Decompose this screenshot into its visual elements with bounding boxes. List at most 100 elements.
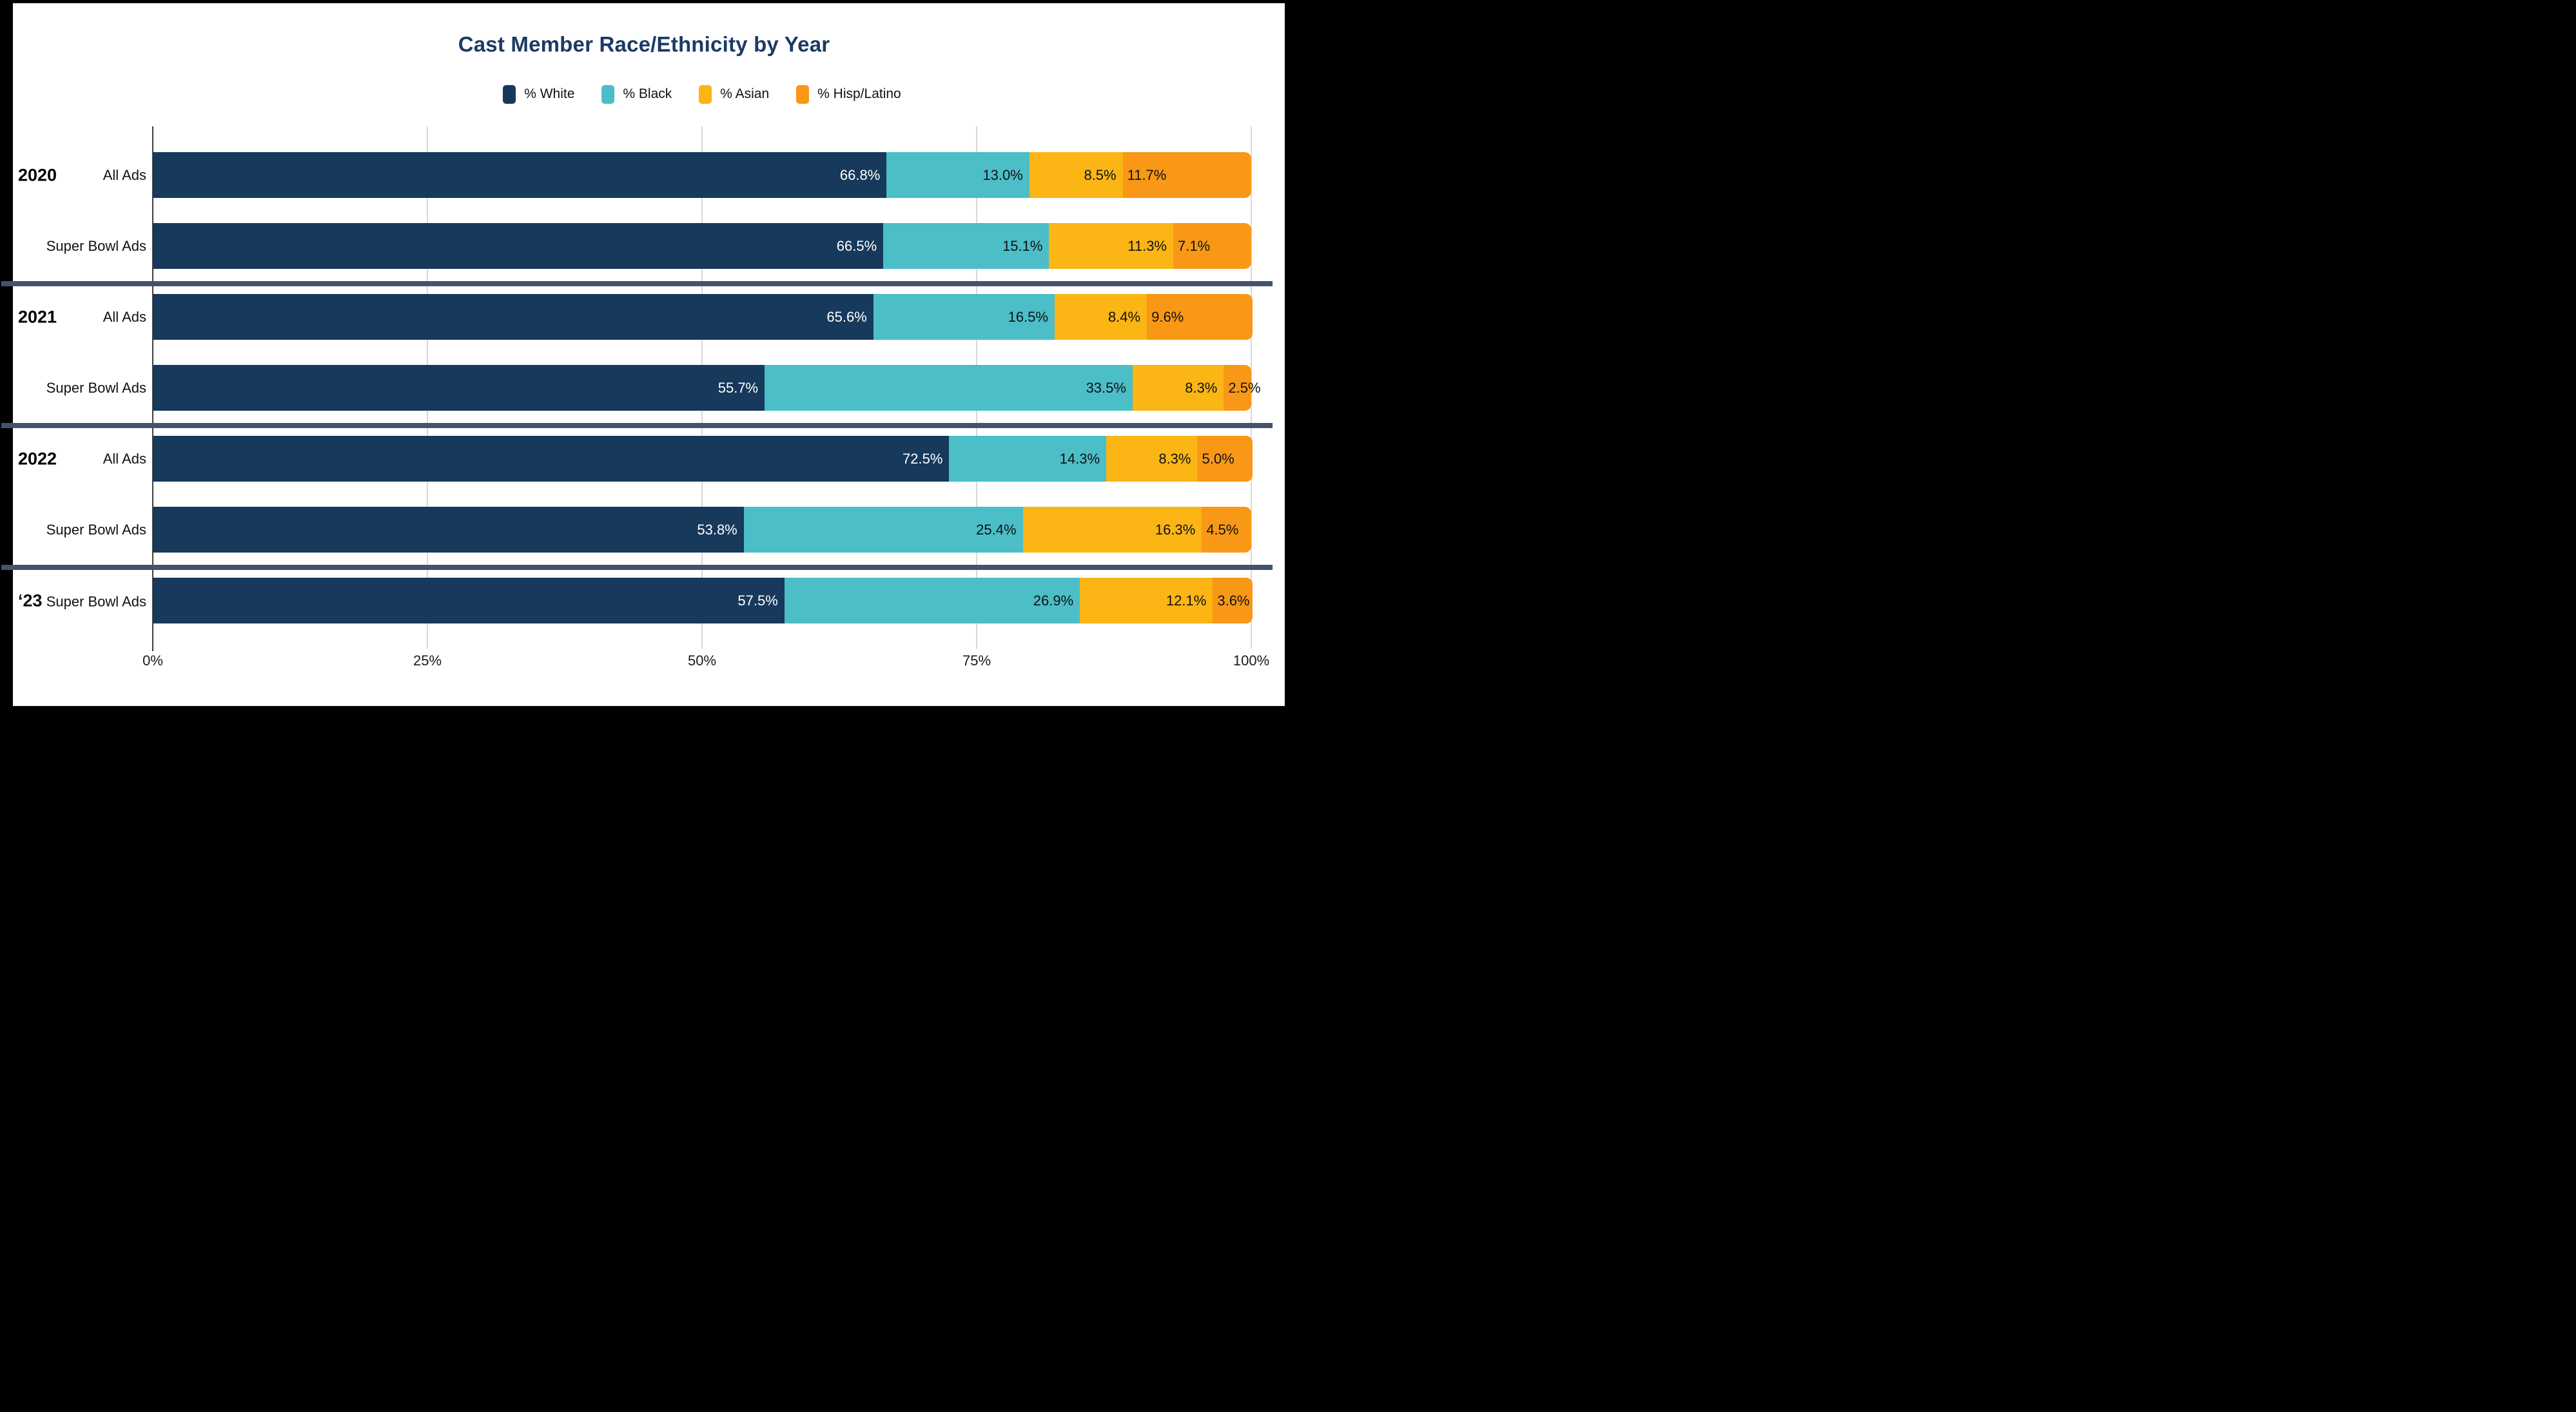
category-label: ‘23 Super Bowl Ads	[13, 591, 146, 611]
value-label: 8.5%	[1084, 166, 1117, 183]
bar-segment-asian: 8.5%	[1029, 152, 1123, 198]
bar-segment-hisp-latino: 3.6%	[1213, 578, 1253, 623]
value-label: 8.3%	[1158, 450, 1191, 467]
value-label: 5.0%	[1202, 450, 1234, 467]
category-label: All Ads	[13, 309, 146, 326]
x-tick-label: 100%	[1233, 652, 1270, 669]
category-label-text: Super Bowl Ads	[46, 237, 146, 254]
value-label: 66.8%	[839, 166, 881, 183]
chart-legend: % White % Black % Asian % Hisp/Latino	[153, 81, 1251, 107]
value-label: 11.7%	[1127, 166, 1167, 183]
value-label: 33.5%	[1086, 379, 1126, 396]
value-label: 57.5%	[737, 592, 778, 609]
bar-segment-asian: 12.1%	[1080, 578, 1213, 623]
value-label: 13.0%	[982, 166, 1023, 183]
stacked-bar: 53.8% 25.4% 16.3% 4.5%	[153, 507, 1251, 553]
value-label: 11.3%	[1127, 237, 1167, 254]
category-label: All Ads	[13, 167, 146, 184]
value-label: 15.1%	[1002, 237, 1043, 254]
legend-item-label: % Hisp/Latino	[817, 86, 901, 101]
value-label: 53.8%	[697, 521, 737, 538]
legend-swatch-icon	[503, 84, 516, 104]
bar-segment-black: 14.3%	[949, 436, 1107, 482]
group-divider	[1, 565, 1273, 570]
year-label: 2021	[18, 307, 57, 326]
category-label-text: All Ads	[102, 166, 146, 183]
value-label: 9.6%	[1151, 308, 1184, 325]
bar-segment-black: 25.4%	[743, 507, 1023, 553]
legend-item-label: % Asian	[720, 86, 770, 101]
stacked-bar: 55.7% 33.5% 8.3% 2.5%	[153, 365, 1261, 411]
bar-segment-white: 57.5%	[153, 578, 785, 623]
bar-row: 2021 All Ads 65.6% 16.5% 8.4% 9.6%	[0, 294, 1288, 340]
value-label: 8.4%	[1107, 308, 1141, 325]
year-label: 2020	[18, 165, 57, 184]
bar-row: ‘23 Super Bowl Ads 57.5% 26.9% 12.1% 3.6%	[0, 578, 1288, 623]
bar-segment-black: 16.5%	[873, 294, 1055, 340]
category-label: Super Bowl Ads	[13, 238, 146, 255]
bar-segment-black: 33.5%	[765, 365, 1133, 411]
bar-row: Super Bowl Ads 66.5% 15.1% 11.3% 7.1%	[0, 223, 1288, 269]
bar-segment-asian: 8.3%	[1106, 436, 1198, 482]
x-tick-label: 75%	[962, 652, 991, 669]
legend-item: % Asian	[699, 84, 770, 104]
legend-swatch-icon	[601, 84, 615, 104]
legend-swatch-icon	[699, 84, 712, 104]
bar-segment-hisp-latino: 9.6%	[1147, 294, 1253, 340]
bar-segment-white: 55.7%	[153, 365, 765, 411]
legend-item-label: % White	[524, 86, 575, 101]
stacked-bar: 66.8% 13.0% 8.5% 11.7%	[153, 152, 1251, 198]
chart-frame: Cast Member Race/Ethnicity by Year % Whi…	[0, 0, 1288, 706]
bar-segment-white: 66.8%	[153, 152, 887, 198]
legend-swatch-icon	[796, 84, 810, 104]
value-label: 3.6%	[1217, 592, 1250, 609]
legend-item: % Hisp/Latino	[796, 84, 901, 104]
bar-segment-black: 15.1%	[883, 223, 1049, 269]
bar-row: Super Bowl Ads 55.7% 33.5% 8.3% 2.5%	[0, 365, 1288, 411]
year-label: 2022	[18, 449, 57, 468]
bar-segment-asian: 11.3%	[1049, 223, 1173, 269]
bar-segment-hisp-latino: 2.5%	[1224, 365, 1261, 411]
value-label: 16.3%	[1155, 521, 1196, 538]
legend-item: % Black	[601, 84, 672, 104]
bar-segment-black: 26.9%	[784, 578, 1080, 623]
value-label: 7.1%	[1178, 237, 1211, 254]
category-label-text: Super Bowl Ads	[46, 379, 146, 396]
category-label: Super Bowl Ads	[13, 380, 146, 397]
value-label: 72.5%	[903, 450, 943, 467]
bar-segment-asian: 8.4%	[1054, 294, 1147, 340]
category-label: Super Bowl Ads	[13, 522, 146, 538]
category-label-text: Super Bowl Ads	[46, 521, 146, 538]
bar-segment-white: 53.8%	[153, 507, 744, 553]
bar-row: 2022 All Ads 72.5% 14.3% 8.3% 5.0%	[0, 436, 1288, 482]
gridline-100	[1251, 126, 1252, 649]
stacked-bar: 72.5% 14.3% 8.3% 5.0%	[153, 436, 1253, 482]
category-label-text: Super Bowl Ads	[46, 593, 146, 609]
bar-segment-white: 65.6%	[153, 294, 873, 340]
value-label: 8.3%	[1185, 379, 1218, 396]
category-label-text: All Ads	[102, 450, 146, 467]
chart-title: Cast Member Race/Ethnicity by Year	[458, 32, 830, 56]
stacked-bar: 57.5% 26.9% 12.1% 3.6%	[153, 578, 1253, 623]
bar-segment-hisp-latino: 7.1%	[1173, 223, 1251, 269]
x-tick-label: 50%	[687, 652, 717, 669]
group-divider	[1, 281, 1273, 286]
stacked-bar: 65.6% 16.5% 8.4% 9.6%	[153, 294, 1253, 340]
bar-segment-white: 66.5%	[153, 223, 884, 269]
value-label: 12.1%	[1166, 592, 1207, 609]
value-label: 66.5%	[836, 237, 877, 254]
value-label: 4.5%	[1206, 521, 1239, 538]
bar-row: 2020 All Ads 66.8% 13.0% 8.5% 11.7%	[0, 152, 1288, 198]
category-label: All Ads	[13, 451, 146, 467]
value-label: 26.9%	[1033, 592, 1074, 609]
bar-segment-white: 72.5%	[153, 436, 950, 482]
bar-segment-asian: 16.3%	[1022, 507, 1202, 553]
bar-segment-hisp-latino: 4.5%	[1202, 507, 1251, 553]
value-label: 2.5%	[1228, 379, 1261, 396]
group-divider	[1, 423, 1273, 428]
bar-row: Super Bowl Ads 53.8% 25.4% 16.3% 4.5%	[0, 507, 1288, 553]
value-label: 25.4%	[976, 521, 1017, 538]
bar-segment-asian: 8.3%	[1132, 365, 1224, 411]
value-label: 55.7%	[717, 379, 759, 396]
bar-segment-black: 13.0%	[886, 152, 1029, 198]
